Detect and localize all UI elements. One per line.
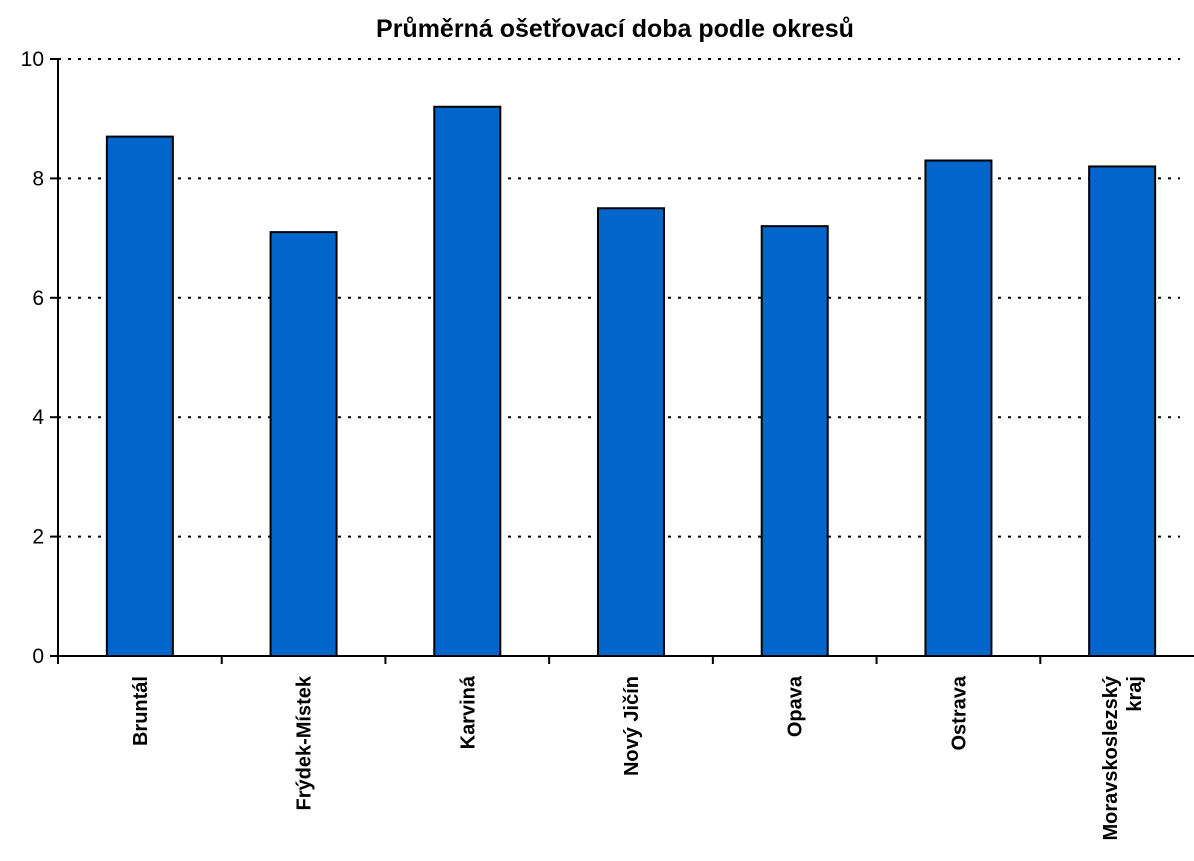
bars	[105, 105, 1157, 658]
x-tick-label: Ostrava	[948, 675, 970, 750]
y-tick-label: 0	[32, 645, 44, 668]
chart-title: Průměrná ošetřovací doba podle okresů	[376, 15, 854, 43]
y-tick-label: 6	[32, 287, 44, 310]
y-tick-label: 10	[21, 48, 44, 71]
x-tick-label: Moravskoslezský	[1100, 675, 1122, 840]
y-tick-label: 2	[32, 526, 44, 549]
x-tick-label: Karviná	[457, 675, 479, 749]
x-axis-labels: Bruntál Frýdek-Místek Karviná Nový Jičín Opa…	[130, 675, 1146, 840]
bar	[1088, 165, 1157, 658]
y-axis-ticks: 0 2 4 6 8 10	[21, 48, 58, 668]
x-tick-label: kraj	[1124, 676, 1146, 712]
bar	[924, 159, 993, 658]
bar	[433, 105, 502, 657]
bar	[105, 135, 174, 658]
x-tick-label: Frýdek-Místek	[294, 675, 316, 810]
y-tick-label: 4	[32, 406, 44, 429]
x-tick-label: Bruntál	[130, 676, 152, 746]
axes	[57, 59, 1194, 664]
y-tick-label: 8	[32, 167, 44, 190]
x-tick-label: Opava	[785, 675, 807, 737]
bar	[760, 225, 829, 657]
x-tick-label: Nový Jičín	[621, 676, 643, 776]
bar	[269, 231, 338, 657]
bar	[597, 207, 665, 657]
